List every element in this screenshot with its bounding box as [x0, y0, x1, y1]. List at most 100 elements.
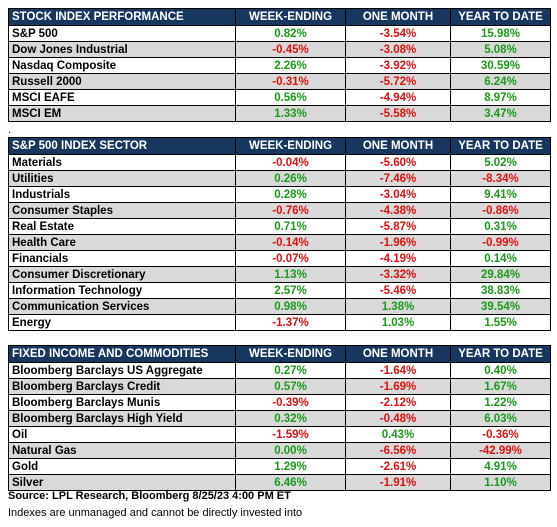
- row-label: Silver: [8, 474, 236, 491]
- value-cell: 3.47%: [450, 105, 551, 122]
- value-cell: 1.03%: [345, 314, 451, 331]
- row-label: MSCI EM: [8, 105, 236, 122]
- row-label: Financials: [8, 250, 236, 267]
- value-cell: -1.59%: [235, 426, 346, 443]
- value-cell: 1.29%: [235, 458, 346, 475]
- value-cell: -1.64%: [345, 362, 451, 379]
- value-cell: -0.76%: [235, 202, 346, 219]
- separator: .: [8, 124, 12, 136]
- value-cell: 0.43%: [345, 426, 451, 443]
- value-cell: 2.57%: [235, 282, 346, 299]
- data-table: S&P 500 INDEX SECTOR WEEK-ENDING ONE MONTH…: [8, 137, 551, 331]
- value-cell: 0.57%: [235, 378, 346, 395]
- value-cell: -3.92%: [345, 57, 451, 74]
- value-cell: 5.08%: [450, 41, 551, 58]
- row-label: Materials: [8, 154, 236, 171]
- row-label: Natural Gas: [8, 442, 236, 459]
- value-cell: 0.56%: [235, 89, 346, 106]
- row-label: Bloomberg Barclays Munis: [8, 394, 236, 411]
- value-cell: 0.82%: [235, 25, 346, 42]
- table-row: Information Technology 2.57% -5.46% 38.83%: [8, 282, 551, 299]
- row-label: Bloomberg Barclays US Aggregate: [8, 362, 236, 379]
- value-cell: -7.46%: [345, 170, 451, 187]
- table-row: Silver 6.46% -1.91% 1.10%: [8, 474, 551, 491]
- table-row: Oil -1.59% 0.43% -0.36%: [8, 426, 551, 443]
- value-cell: 0.14%: [450, 250, 551, 267]
- value-cell: -0.39%: [235, 394, 346, 411]
- value-cell: -5.60%: [345, 154, 451, 171]
- row-label: Energy: [8, 314, 236, 331]
- value-cell: -0.86%: [450, 202, 551, 219]
- value-cell: -3.04%: [345, 186, 451, 203]
- value-cell: 0.27%: [235, 362, 346, 379]
- header-cell: ONE MONTH: [345, 8, 451, 26]
- header-cell: ONE MONTH: [345, 137, 451, 155]
- value-cell: 0.32%: [235, 410, 346, 427]
- row-label: Bloomberg Barclays Credit: [8, 378, 236, 395]
- table-row: Energy -1.37% 1.03% 1.55%: [8, 314, 551, 331]
- table-row: Health Care -0.14% -1.96% -0.99%: [8, 234, 551, 251]
- value-cell: 38.83%: [450, 282, 551, 299]
- row-label: Industrials: [8, 186, 236, 203]
- value-cell: -4.38%: [345, 202, 451, 219]
- value-cell: 6.03%: [450, 410, 551, 427]
- row-label: Oil: [8, 426, 236, 443]
- data-table: STOCK INDEX PERFORMANCE WEEK-ENDING ONE MO…: [8, 8, 551, 122]
- table-row: Bloomberg Barclays Munis -0.39% -2.12% 1.22…: [8, 394, 551, 411]
- value-cell: -4.19%: [345, 250, 451, 267]
- row-label: MSCI EAFE: [8, 89, 236, 106]
- value-cell: -0.07%: [235, 250, 346, 267]
- value-cell: -0.48%: [345, 410, 451, 427]
- header-cell: S&P 500 INDEX SECTOR: [8, 137, 236, 155]
- table-row: Bloomberg Barclays Credit 0.57% -1.69% 1.67…: [8, 378, 551, 395]
- table-row: Communication Services 0.98% 1.38% 39.54%: [8, 298, 551, 315]
- value-cell: 1.67%: [450, 378, 551, 395]
- value-cell: 1.10%: [450, 474, 551, 491]
- value-cell: -0.99%: [450, 234, 551, 251]
- value-cell: 1.38%: [345, 298, 451, 315]
- table-row: Materials -0.04% -5.60% 5.02%: [8, 154, 551, 171]
- value-cell: 1.13%: [235, 266, 346, 283]
- value-cell: 29.84%: [450, 266, 551, 283]
- value-cell: 0.00%: [235, 442, 346, 459]
- row-label: Real Estate: [8, 218, 236, 235]
- value-cell: -3.54%: [345, 25, 451, 42]
- table-row: Dow Jones Industrial -0.45% -3.08% 5.08%: [8, 41, 551, 58]
- header-cell: YEAR TO DATE: [450, 345, 551, 363]
- value-cell: 9.41%: [450, 186, 551, 203]
- row-label: Dow Jones Industrial: [8, 41, 236, 58]
- header-cell: STOCK INDEX PERFORMANCE: [8, 8, 236, 26]
- header-row: FIXED INCOME AND COMMODITIES WEEK-ENDING O…: [8, 345, 551, 363]
- header-cell: YEAR TO DATE: [450, 137, 551, 155]
- table-row: Financials -0.07% -4.19% 0.14%: [8, 250, 551, 267]
- table-row: Nasdaq Composite 2.26% -3.92% 30.59%: [8, 57, 551, 74]
- value-cell: -5.58%: [345, 105, 451, 122]
- table-row: Bloomberg Barclays US Aggregate 0.27% -1.6…: [8, 362, 551, 379]
- row-label: Nasdaq Composite: [8, 57, 236, 74]
- value-cell: -0.31%: [235, 73, 346, 90]
- value-cell: 0.40%: [450, 362, 551, 379]
- value-cell: 4.91%: [450, 458, 551, 475]
- table-row: Consumer Discretionary 1.13% -3.32% 29.84%: [8, 266, 551, 283]
- value-cell: -1.69%: [345, 378, 451, 395]
- value-cell: -2.61%: [345, 458, 451, 475]
- value-cell: 1.55%: [450, 314, 551, 331]
- table-row: Consumer Staples -0.76% -4.38% -0.86%: [8, 202, 551, 219]
- value-cell: 0.31%: [450, 218, 551, 235]
- table-row: MSCI EM 1.33% -5.58% 3.47%: [8, 105, 551, 122]
- note: Indexes are unmanaged and cannot be dire…: [8, 507, 303, 519]
- header-row: STOCK INDEX PERFORMANCE WEEK-ENDING ONE MO…: [8, 8, 551, 26]
- data-table: FIXED INCOME AND COMMODITIES WEEK-ENDING O…: [8, 345, 551, 491]
- row-label: Health Care: [8, 234, 236, 251]
- value-cell: 0.26%: [235, 170, 346, 187]
- value-cell: -0.36%: [450, 426, 551, 443]
- value-cell: 6.24%: [450, 73, 551, 90]
- table-row: MSCI EAFE 0.56% -4.94% 8.97%: [8, 89, 551, 106]
- table-row: Utilities 0.26% -7.46% -8.34%: [8, 170, 551, 187]
- value-cell: -1.96%: [345, 234, 451, 251]
- value-cell: 0.98%: [235, 298, 346, 315]
- value-cell: -6.56%: [345, 442, 451, 459]
- value-cell: -1.37%: [235, 314, 346, 331]
- value-cell: -42.99%: [450, 442, 551, 459]
